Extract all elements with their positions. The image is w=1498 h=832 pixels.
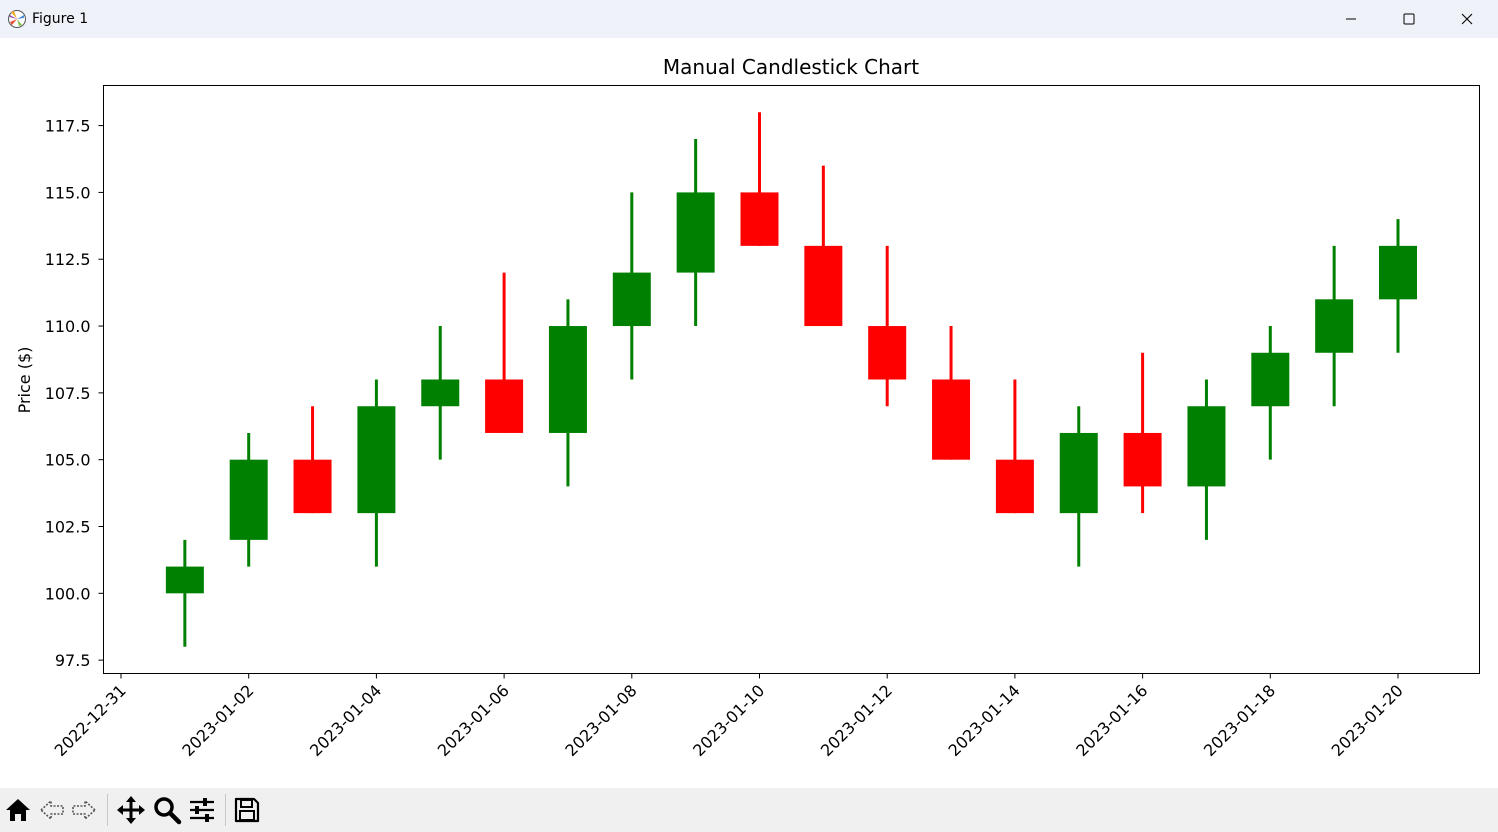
y-tick-label: 107.5: [45, 384, 91, 403]
candle-body: [1251, 352, 1290, 407]
configure-subplots-button[interactable]: [186, 794, 218, 826]
pan-move-icon: [117, 796, 145, 824]
candle-body: [1187, 406, 1226, 487]
figure-canvas[interactable]: Manual Candlestick Chart Price ($) 97.5 1…: [0, 38, 1498, 788]
toolbar-separator: [225, 794, 226, 826]
candle-body: [995, 459, 1034, 514]
x-tick-label: 2023-01-16: [1072, 681, 1151, 760]
y-tick-label: 112.5: [45, 250, 91, 269]
x-tick-label: 2023-01-02: [178, 681, 257, 760]
minimize-icon: [1346, 18, 1356, 20]
x-tick-label: 2023-01-06: [434, 681, 513, 760]
y-axis-label: Price ($): [15, 347, 34, 414]
navigation-toolbar: [0, 788, 1498, 832]
candle-body: [1379, 245, 1417, 300]
save-button[interactable]: [231, 794, 263, 826]
x-tick-label: 2023-01-10: [689, 681, 768, 760]
candle-body: [868, 326, 907, 380]
matplotlib-logo-icon: [7, 9, 27, 29]
back-button[interactable]: [36, 794, 68, 826]
chart-title: Manual Candlestick Chart: [663, 55, 919, 79]
y-tick-label: 97.5: [55, 651, 91, 670]
maximize-button[interactable]: [1380, 0, 1438, 38]
candlestick-chart: Manual Candlestick Chart Price ($) 97.5 1…: [15, 55, 1480, 760]
x-tick-label: 2023-01-12: [817, 681, 896, 760]
window-title: Figure 1: [32, 11, 89, 27]
candle-body: [804, 245, 843, 327]
home-icon: [6, 799, 30, 821]
x-tick-label: 2023-01-08: [561, 681, 640, 760]
y-tick-label: 102.5: [45, 518, 91, 537]
back-arrow-icon: [39, 799, 64, 821]
close-icon: [1461, 13, 1473, 25]
candles-group: [165, 112, 1417, 647]
forward-arrow-icon: [72, 799, 97, 821]
axes-frame: [103, 85, 1480, 674]
x-axis: 2022-12-31 2023-01-02 2023-01-04 2023-01-06…: [51, 673, 1407, 760]
minimize-button[interactable]: [1322, 0, 1380, 38]
candle-body: [676, 192, 715, 273]
forward-button[interactable]: [68, 794, 100, 826]
candle-body: [357, 406, 396, 514]
candle-body: [1123, 432, 1162, 487]
candle-body: [548, 326, 587, 433]
home-button[interactable]: [2, 794, 34, 826]
candle-body: [1315, 299, 1354, 353]
candle-body: [612, 272, 651, 327]
x-tick-label: 2023-01-04: [306, 681, 385, 760]
candle-body: [932, 379, 971, 460]
y-tick-label: 105.0: [45, 451, 91, 470]
configure-subplots-icon: [190, 798, 214, 822]
y-tick-label: 110.0: [45, 317, 91, 336]
x-tick-label: 2023-01-20: [1328, 681, 1407, 760]
x-tick-label: 2022-12-31: [51, 681, 130, 760]
candle-body: [293, 459, 332, 514]
y-tick-label: 115.0: [45, 183, 91, 202]
close-button[interactable]: [1438, 0, 1496, 38]
pan-button[interactable]: [115, 794, 147, 826]
candle-body: [165, 566, 204, 594]
window-titlebar: Figure 1: [0, 0, 1498, 38]
toolbar-separator: [107, 794, 108, 826]
x-tick-label: 2023-01-18: [1200, 681, 1279, 760]
candle-body: [1059, 432, 1098, 514]
candle-body: [740, 192, 779, 246]
maximize-icon: [1403, 13, 1415, 25]
x-tick-label: 2023-01-14: [945, 681, 1024, 760]
zoom-button[interactable]: [151, 794, 183, 826]
save-floppy-icon: [234, 797, 260, 823]
candle-body: [485, 379, 524, 433]
y-axis: 97.5 100.0 102.5 105.0 107.5 110.0 112.5 115.0 1…: [45, 117, 104, 670]
y-tick-label: 100.0: [45, 584, 91, 603]
candle-body: [421, 379, 460, 407]
zoom-magnifier-icon: [154, 797, 182, 825]
candle-body: [229, 459, 268, 540]
y-tick-label: 117.5: [45, 117, 91, 136]
